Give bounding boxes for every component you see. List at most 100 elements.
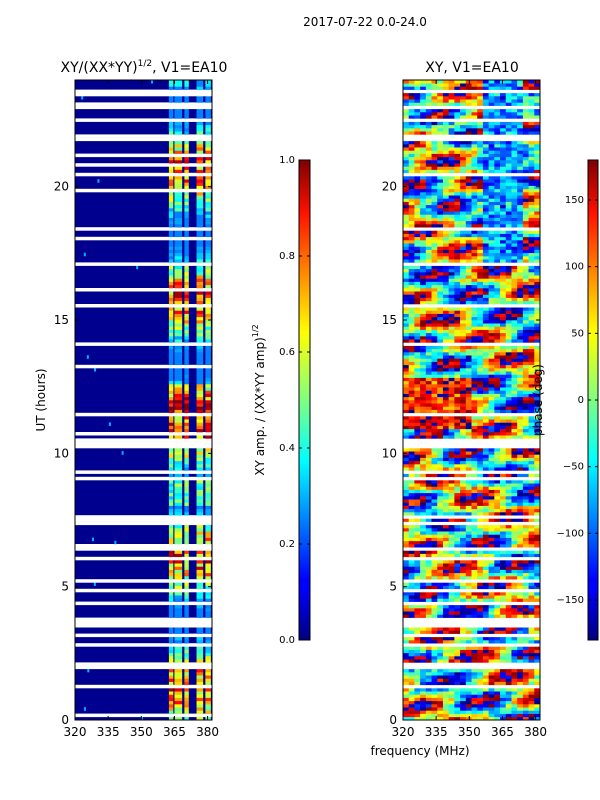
phase-cell [465,115,472,119]
phase-cell [528,595,535,599]
phase-cell [477,204,484,209]
phase-cell [534,528,541,532]
phase-cell [534,307,541,311]
phase-cell [403,208,410,212]
phase-cell [477,524,484,529]
phase-cell [414,201,421,206]
phase-cell [442,240,449,244]
phase-cell [522,358,529,362]
phase-cell [522,102,529,106]
phase-cell [505,288,512,292]
colorbar-tick-label: 0.4 [279,443,295,454]
phase-cell [420,355,427,359]
phase-cell [425,336,432,340]
amplitude-cell [168,361,174,366]
amplitude-cell [184,252,189,257]
phase-cell [494,544,501,548]
phase-cell [420,249,427,254]
phase-cell [465,307,472,311]
phase-cell [494,585,501,590]
phase-cell [517,396,524,401]
phase-cell [477,659,484,663]
phase-cell [471,336,478,340]
phase-cell [431,492,438,497]
phase-cell [448,160,455,164]
phase-cell [505,326,512,330]
flagged-row [403,579,540,583]
phase-cell [460,182,467,186]
phase-cell [517,614,524,618]
phase-cell [460,374,467,378]
phase-cell [431,92,438,97]
phase-cell [465,608,472,612]
amplitude-cell [184,508,189,513]
amplitude-cell [196,121,204,126]
amplitude-cell [184,233,189,238]
phase-cell [442,560,449,564]
phase-cell [437,316,444,321]
amplitude-cell [174,256,183,260]
phase-cell [408,457,415,462]
phase-cell [488,208,495,212]
amplitude-cell [196,96,204,100]
phase-cell [414,716,421,721]
phase-cell [522,86,529,90]
phase-cell [437,256,444,260]
phase-cell [471,435,478,439]
amplitude-cell [168,332,174,337]
amplitude-cell [94,368,97,372]
phase-cell [477,707,484,711]
phase-cell [522,352,529,356]
phase-cell [420,694,427,698]
amplitude-cell [168,473,174,478]
phase-cell [482,92,489,97]
phase-cell [505,297,512,302]
phase-cell [528,323,535,327]
phase-cell [442,163,449,167]
phase-cell [488,537,495,542]
phase-cell [505,352,512,356]
phase-cell [437,640,444,644]
amplitude-cell [196,281,204,286]
amplitude-cell [205,374,211,378]
phase-cell [437,492,444,497]
phase-cell [442,534,449,538]
phase-cell [488,393,495,398]
phase-cell [534,544,541,548]
phase-cell [528,211,535,215]
phase-cell [528,710,535,714]
phase-cell [454,435,461,439]
phase-cell [534,598,541,602]
phase-cell [505,284,512,289]
phase-cell [403,713,410,718]
phase-cell [505,710,512,714]
phase-cell [522,265,529,270]
phase-cell [494,83,501,87]
phase-cell [403,355,410,359]
phase-cell [420,566,427,570]
phase-cell [471,201,478,206]
amplitude-cell [205,505,211,510]
phase-cell [414,537,421,542]
phase-cell [403,83,410,87]
amplitude-cell [168,156,174,161]
phase-cell [517,492,524,497]
phase-cell [534,508,541,513]
phase-cell [511,636,518,641]
phase-cell [488,230,495,234]
phase-cell [448,284,455,289]
phase-cell [534,572,541,577]
phase-cell [511,240,518,244]
phase-cell [500,179,507,183]
phase-cell [403,604,410,609]
phase-cell [477,99,484,103]
phase-cell [522,83,529,87]
phase-cell [454,531,461,535]
phase-cell [442,572,449,577]
phase-cell [488,448,495,452]
phase-cell [448,425,455,430]
phase-cell [437,428,444,433]
phase-cell [505,483,512,487]
phase-cell [517,272,524,276]
amplitude-cell [205,140,211,145]
